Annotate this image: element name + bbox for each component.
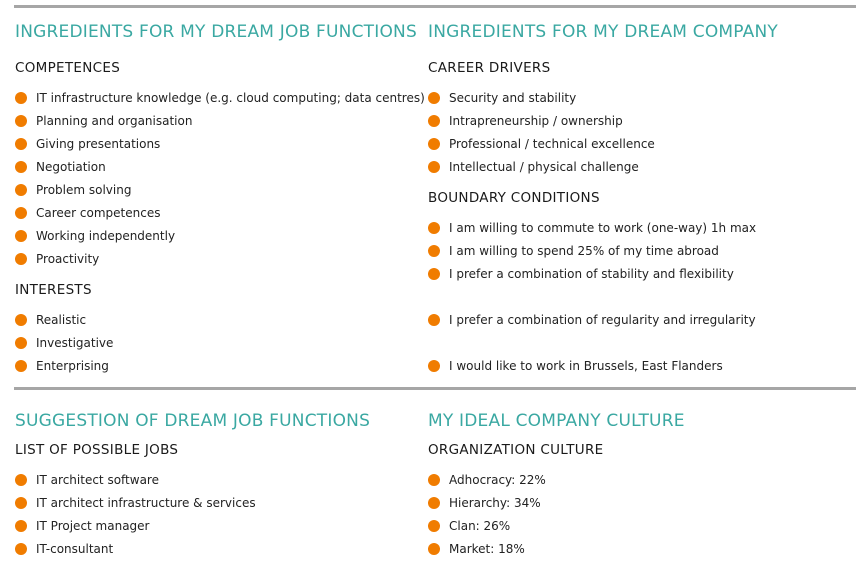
- bullet-icon: [15, 497, 27, 509]
- career-drivers-title: CAREER DRIVERS: [428, 60, 551, 76]
- bullet-icon: [428, 520, 440, 532]
- bullet-icon: [15, 314, 27, 326]
- bullet-icon: [15, 253, 27, 265]
- list-item: Hierarchy: 34%: [428, 495, 541, 511]
- list-item: Realistic: [15, 312, 86, 328]
- bullet-icon: [15, 184, 27, 196]
- possible-jobs-title: LIST OF POSSIBLE JOBS: [15, 442, 179, 458]
- bullet-icon: [428, 161, 440, 173]
- bullet-icon: [428, 268, 440, 280]
- list-item: Intrapreneurship / ownership: [428, 113, 623, 129]
- top-divider: [14, 5, 856, 8]
- dream-company-title: INGREDIENTS FOR MY DREAM COMPANY: [428, 22, 778, 42]
- bullet-icon: [15, 360, 27, 372]
- bullet-icon: [428, 543, 440, 555]
- bullet-icon: [428, 360, 440, 372]
- middle-divider: [14, 387, 856, 390]
- list-item: Clan: 26%: [428, 518, 510, 534]
- list-item: Intellectual / physical challenge: [428, 159, 639, 175]
- bullet-icon: [428, 474, 440, 486]
- list-item: Security and stability: [428, 90, 576, 106]
- list-item: Adhocracy: 22%: [428, 472, 546, 488]
- list-item: Giving presentations: [15, 136, 160, 152]
- bullet-icon: [428, 138, 440, 150]
- list-item: Market: 18%: [428, 541, 525, 557]
- boundary-conditions-title: BOUNDARY CONDITIONS: [428, 190, 600, 206]
- list-item: I prefer a combination of regularity and…: [428, 312, 756, 328]
- list-item: Professional / technical excellence: [428, 136, 655, 152]
- list-item: I prefer a combination of stability and …: [428, 266, 734, 282]
- bullet-icon: [15, 474, 27, 486]
- list-item: I am willing to spend 25% of my time abr…: [428, 243, 719, 259]
- list-item: I am willing to commute to work (one-way…: [428, 220, 756, 236]
- list-item: Proactivity: [15, 251, 99, 267]
- list-item: Career competences: [15, 205, 160, 221]
- interests-title: INTERESTS: [15, 282, 92, 298]
- organization-culture-title: ORGANIZATION CULTURE: [428, 442, 604, 458]
- bullet-icon: [15, 92, 27, 104]
- list-item: Problem solving: [15, 182, 131, 198]
- list-item: I would like to work in Brussels, East F…: [428, 358, 723, 374]
- list-item: IT infrastructure knowledge (e.g. cloud …: [15, 90, 425, 106]
- bullet-icon: [15, 207, 27, 219]
- bullet-icon: [428, 222, 440, 234]
- bullet-icon: [15, 138, 27, 150]
- bullet-icon: [428, 497, 440, 509]
- bullet-icon: [15, 520, 27, 532]
- list-item: Planning and organisation: [15, 113, 192, 129]
- list-item: IT architect software: [15, 472, 159, 488]
- list-item: Working independently: [15, 228, 175, 244]
- list-item: Enterprising: [15, 358, 109, 374]
- bullet-icon: [428, 92, 440, 104]
- list-item: Investigative: [15, 335, 113, 351]
- list-item: IT Project manager: [15, 518, 150, 534]
- company-culture-title: MY IDEAL COMPANY CULTURE: [428, 411, 685, 431]
- suggested-jobs-title: SUGGESTION OF DREAM JOB FUNCTIONS: [15, 411, 371, 431]
- list-item: IT architect infrastructure & services: [15, 495, 256, 511]
- bullet-icon: [15, 337, 27, 349]
- bullet-icon: [15, 161, 27, 173]
- bullet-icon: [15, 543, 27, 555]
- bullet-icon: [428, 314, 440, 326]
- dream-job-functions-title: INGREDIENTS FOR MY DREAM JOB FUNCTIONS: [15, 22, 417, 42]
- bullet-icon: [428, 245, 440, 257]
- list-item: IT-consultant: [15, 541, 113, 557]
- list-item: Negotiation: [15, 159, 106, 175]
- bullet-icon: [428, 115, 440, 127]
- competences-title: COMPETENCES: [15, 60, 121, 76]
- bullet-icon: [15, 230, 27, 242]
- bullet-icon: [15, 115, 27, 127]
